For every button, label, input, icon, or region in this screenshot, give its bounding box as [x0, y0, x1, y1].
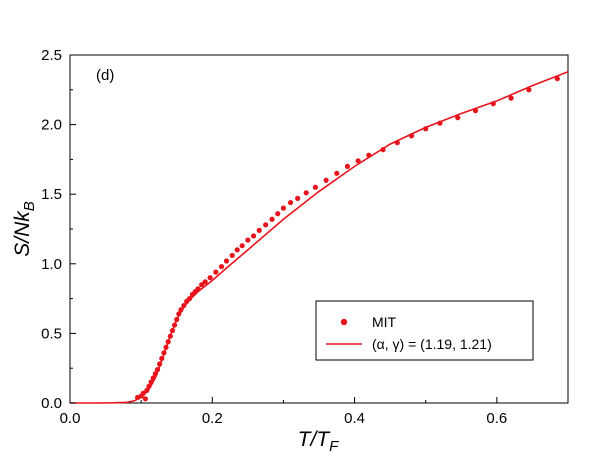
mit-data-point	[380, 147, 386, 153]
legend-label-model: (α, γ) = (1.19, 1.21)	[372, 336, 492, 352]
mit-data-point	[218, 263, 225, 270]
mit-data-point	[455, 115, 461, 121]
x-axis-title: T/TF	[298, 428, 340, 455]
mit-data-point	[148, 379, 154, 385]
mit-data-point	[312, 184, 319, 190]
mit-data-point	[263, 222, 269, 228]
mit-data-point	[355, 158, 361, 164]
y-axis-ticks: 0.0 0.5 1.0 1.5 2.0 2.5	[41, 47, 76, 412]
x-tick-label: 0.6	[486, 410, 507, 427]
mit-data-point	[334, 170, 340, 176]
y-axis-title-main: S/Nk	[11, 210, 34, 257]
mit-data-point	[472, 108, 479, 114]
panel-label: (d)	[96, 67, 114, 84]
mit-data-point	[178, 307, 184, 313]
mit-data-point	[526, 87, 532, 93]
x-axis-title-sub: F	[329, 438, 339, 455]
y-tick-label: 0.0	[41, 395, 62, 412]
y-tick-label: 2.5	[41, 47, 62, 64]
mit-data-point	[239, 243, 245, 249]
mit-data-point	[490, 101, 496, 107]
legend-marker-mit	[340, 318, 348, 326]
mit-data-point	[223, 258, 230, 264]
mit-data-point	[344, 163, 351, 169]
mit-data-point	[423, 126, 429, 132]
y-tick-label: 1.5	[41, 186, 62, 203]
y-axis-title-sub: B	[21, 201, 38, 211]
mit-points-layer	[134, 76, 560, 402]
mit-data-point	[163, 344, 169, 350]
mit-data-point	[408, 133, 415, 139]
mit-data-point	[174, 316, 180, 323]
mit-data-point	[150, 375, 156, 381]
legend-box	[315, 300, 534, 361]
x-tick-label: 0.2	[202, 410, 223, 427]
y-tick-label: 0.5	[41, 325, 62, 342]
mit-data-point	[186, 296, 193, 302]
mit-data-point	[142, 396, 149, 402]
y-axis-title: S/NkB	[11, 201, 38, 257]
legend: MIT (α, γ) = (1.19, 1.21)	[315, 300, 534, 361]
mit-data-point	[176, 311, 182, 317]
y-tick-label: 2.0	[41, 117, 62, 134]
mit-data-point	[280, 205, 287, 211]
mit-data-point	[140, 390, 146, 396]
mit-data-point	[159, 355, 165, 362]
mit-data-point	[146, 383, 152, 389]
mit-data-point	[437, 120, 443, 126]
mit-data-point	[157, 361, 163, 367]
mit-data-point	[165, 339, 171, 345]
mit-data-point	[199, 282, 205, 288]
mit-data-point	[508, 95, 514, 101]
mit-data-point	[269, 216, 275, 222]
mit-data-point	[256, 227, 262, 233]
mit-data-point	[161, 350, 167, 356]
mit-data-point	[250, 233, 257, 239]
mit-data-point	[275, 211, 281, 217]
mit-data-point	[245, 237, 251, 243]
mit-data-point	[394, 140, 400, 146]
x-tick-label: 0.0	[60, 410, 81, 427]
mit-data-point	[195, 286, 201, 292]
mit-data-point	[234, 247, 240, 253]
mit-data-point	[303, 190, 309, 196]
mit-data-point	[154, 366, 161, 373]
y-tick-label: 1.0	[41, 256, 62, 273]
mit-data-point	[295, 195, 301, 201]
x-axis-title-main: T/T	[298, 428, 332, 451]
legend-label-mit: MIT	[372, 314, 397, 330]
mit-data-point	[366, 152, 372, 158]
mit-data-point	[169, 328, 176, 334]
x-axis-ticks: 0.0 0.2 0.4 0.6	[60, 397, 507, 427]
mit-data-point	[144, 387, 150, 394]
mit-data-point	[207, 275, 213, 281]
mit-data-point	[152, 371, 158, 377]
mit-data-point	[171, 322, 178, 328]
x-tick-label: 0.4	[344, 410, 365, 427]
mit-data-point	[554, 76, 560, 82]
mit-data-point	[229, 252, 235, 259]
mit-data-point	[167, 333, 173, 339]
mit-data-point	[323, 177, 329, 183]
mit-data-point	[213, 269, 219, 275]
mit-data-point	[287, 199, 294, 206]
mit-data-point	[202, 279, 208, 285]
mit-data-point	[181, 302, 187, 309]
